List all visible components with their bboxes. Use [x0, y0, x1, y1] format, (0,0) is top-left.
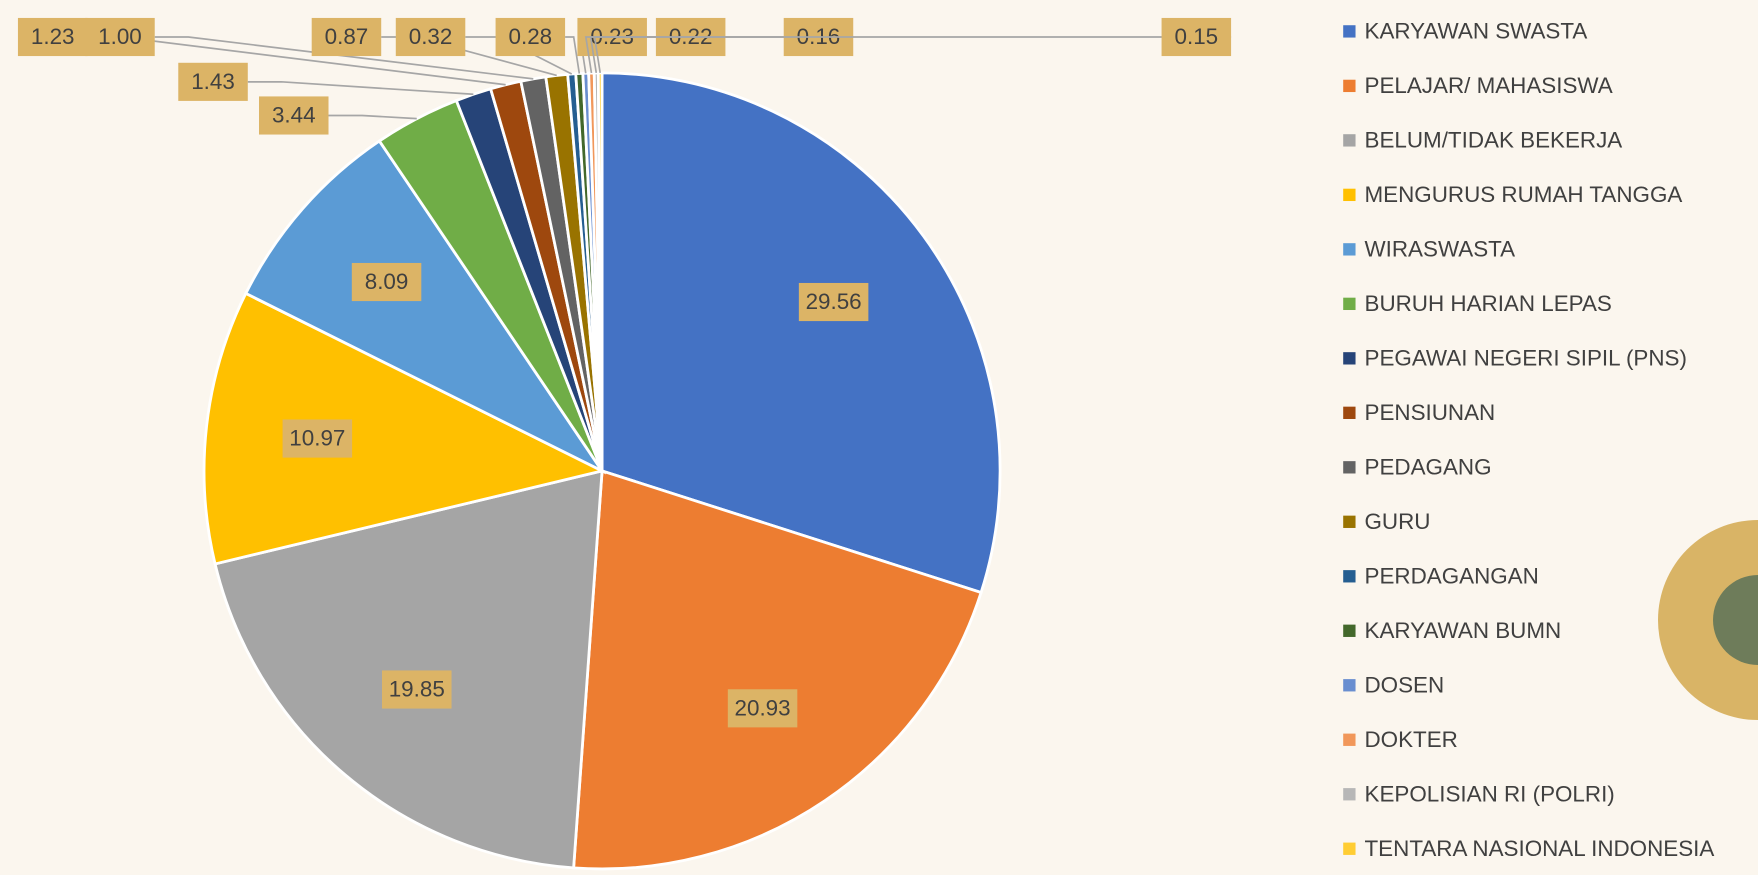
data-label-box — [17, 17, 88, 57]
data-label-box — [258, 96, 329, 135]
legend-marker — [1343, 570, 1356, 583]
data-label: 20.93 — [735, 695, 791, 720]
legend-label: PENSIUNAN — [1365, 400, 1496, 425]
legend-label: PEGAWAI NEGERI SIPIL (PNS) — [1365, 345, 1687, 370]
legend-marker — [1343, 679, 1356, 692]
data-label: 0.15 — [1175, 24, 1219, 49]
legend-label: KARYAWAN SWASTA — [1365, 18, 1588, 43]
data-label: 0.87 — [325, 24, 369, 49]
pie-slice — [213, 469, 604, 870]
decor-circle — [1658, 520, 1758, 720]
legend-marker — [1343, 461, 1356, 474]
legend-marker — [1343, 624, 1356, 637]
leader-line — [154, 36, 534, 80]
data-label: 1.00 — [98, 24, 142, 49]
data-label-box — [382, 670, 452, 709]
legend-label: KARYAWAN BUMN — [1365, 618, 1562, 643]
legend-marker — [1343, 297, 1356, 311]
legend-label: KEPOLISIAN RI (POLRI) — [1365, 781, 1615, 806]
plot: 29.56 20.93 19.85 10.97 8.09 3.44 1.43 1.23 1.00… — [17, 17, 1715, 871]
data-label-box — [351, 262, 422, 302]
data-label-box — [495, 17, 566, 57]
data-label: 29.56 — [806, 289, 862, 314]
data-label: 19.85 — [389, 677, 445, 702]
data-label: 0.28 — [509, 24, 553, 49]
pie-slice — [600, 71, 1002, 595]
data-label-box — [311, 17, 382, 57]
leader-line — [247, 81, 474, 96]
pie-slice — [572, 469, 983, 871]
legend-marker — [1343, 406, 1356, 419]
legend-label: PELAJAR/ MAHASISWA — [1365, 73, 1613, 98]
data-label-box — [727, 689, 798, 728]
data-label: 1.23 — [31, 24, 75, 49]
legend-marker — [1343, 352, 1356, 365]
legend-label: WIRASWASTA — [1365, 236, 1516, 261]
legend-label: DOKTER — [1365, 727, 1458, 752]
data-label: 10.97 — [289, 426, 345, 451]
legend-label: TENTARA NASIONAL INDONESIA — [1365, 836, 1715, 861]
legend-marker — [1343, 79, 1356, 93]
legend-label: PERDAGANGAN — [1365, 563, 1539, 588]
leader-line — [565, 36, 581, 74]
data-label-box — [85, 17, 155, 57]
legend-marker — [1343, 243, 1356, 256]
legend-marker — [1343, 515, 1356, 528]
data-label-box — [178, 62, 248, 101]
leader-line — [328, 114, 417, 120]
legend-label: BURUH HARIAN LEPAS — [1365, 291, 1612, 316]
legend-label: DOSEN — [1365, 672, 1445, 697]
pie-slice — [202, 291, 607, 566]
data-label-box — [798, 282, 869, 322]
legend-marker — [1343, 188, 1356, 202]
legend-label: GURU — [1365, 509, 1431, 534]
legend-label: BELUM/TIDAK BEKERJA — [1365, 127, 1623, 152]
data-label: 3.44 — [272, 103, 316, 128]
legend-marker — [1343, 134, 1356, 147]
legend-marker — [1343, 788, 1356, 801]
data-label: 1.43 — [191, 69, 235, 94]
legend-marker — [1343, 842, 1356, 855]
data-label-box — [1161, 17, 1232, 57]
leader-line — [593, 36, 1232, 74]
decor-circle — [1713, 575, 1758, 665]
data-label: 0.32 — [409, 24, 453, 49]
pie-slice — [243, 139, 607, 475]
legend-label: MENGURUS RUMAH TANGGA — [1365, 182, 1683, 207]
data-label-box — [395, 17, 466, 57]
legend-marker — [1343, 25, 1356, 38]
legend-marker — [1343, 733, 1356, 746]
data-label: 8.09 — [365, 269, 409, 294]
data-label-box — [282, 419, 353, 458]
legend-label: PEDAGANG — [1365, 454, 1492, 479]
